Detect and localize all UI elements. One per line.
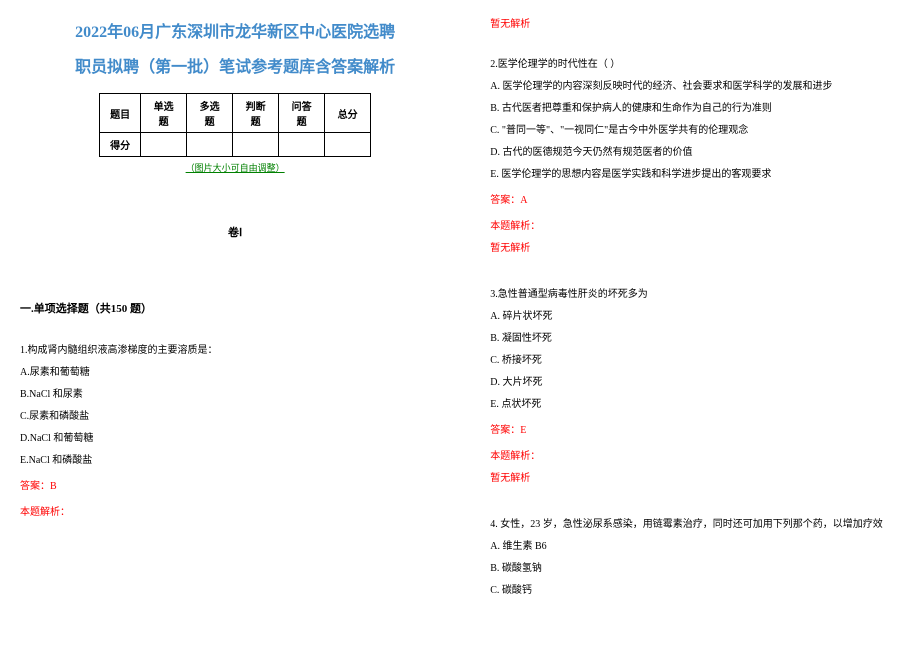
- cell-multi: [187, 133, 233, 157]
- th-judge: 判断题: [233, 94, 279, 133]
- right-top-explain: 暂无解析: [490, 15, 900, 30]
- cell-single: [141, 133, 187, 157]
- question-2: 2.医学伦理学的时代性在（ ） A. 医学伦理学的内容深刻反映时代的经济、社会要…: [490, 54, 900, 260]
- question-3: 3.急性普通型病毒性肝炎的坏死多为 A. 碎片状坏死 B. 凝固性坏死 C. 桥…: [490, 284, 900, 490]
- q2-answer: 答案：A: [490, 190, 900, 212]
- doc-title-line2: 职员拟聘（第一批）笔试参考题库含答案解析: [20, 50, 450, 85]
- q3-answer: 答案：E: [490, 420, 900, 442]
- image-resize-note: （图片大小可自由调整）: [20, 161, 450, 174]
- q3-opt-b: B. 凝固性坏死: [490, 328, 900, 350]
- q1-opt-e: E.NaCl 和磷酸盐: [20, 450, 450, 472]
- q1-opt-a: A.尿素和葡萄糖: [20, 362, 450, 384]
- th-single: 单选题: [141, 94, 187, 133]
- doc-title-line1: 2022年06月广东深圳市龙华新区中心医院选聘: [20, 15, 450, 50]
- th-multi: 多选题: [187, 94, 233, 133]
- q1-opt-d: D.NaCl 和葡萄糖: [20, 428, 450, 450]
- th-item: 题目: [100, 94, 141, 133]
- th-qa: 问答题: [279, 94, 325, 133]
- q3-opt-c: C. 桥接坏死: [490, 350, 900, 372]
- q3-explain-label: 本题解析：: [490, 446, 900, 468]
- th-total: 总分: [325, 94, 371, 133]
- q2-opt-d: D. 古代的医德规范今天仍然有规范医者的价值: [490, 142, 900, 164]
- q3-opt-a: A. 碎片状坏死: [490, 306, 900, 328]
- cell-qa: [279, 133, 325, 157]
- q4-opt-b: B. 碳酸氢钠: [490, 558, 900, 580]
- section-title: 一.单项选择题（共150 题）: [20, 300, 450, 316]
- score-table: 题目 单选题 多选题 判断题 问答题 总分 得分: [99, 93, 371, 157]
- question-1: 1.构成肾内髓组织液高渗梯度的主要溶质是： A.尿素和葡萄糖 B.NaCl 和尿…: [20, 340, 450, 524]
- row-score-label: 得分: [100, 133, 141, 157]
- q1-explain-label: 本题解析：: [20, 502, 450, 524]
- cell-total: [325, 133, 371, 157]
- q2-opt-b: B. 古代医者把尊重和保护病人的健康和生命作为自己的行为准则: [490, 98, 900, 120]
- q4-opt-a: A. 维生素 B6: [490, 536, 900, 558]
- q3-explain-none: 暂无解析: [490, 468, 900, 490]
- q4-opt-c: C. 碳酸钙: [490, 580, 900, 602]
- q1-opt-b: B.NaCl 和尿素: [20, 384, 450, 406]
- q3-text: 3.急性普通型病毒性肝炎的坏死多为: [490, 284, 900, 306]
- q1-answer: 答案：B: [20, 476, 450, 498]
- q3-opt-e: E. 点状坏死: [490, 394, 900, 416]
- q3-opt-d: D. 大片坏死: [490, 372, 900, 394]
- q2-opt-e: E. 医学伦理学的思想内容是医学实践和科学进步提出的客观要求: [490, 164, 900, 186]
- q2-text: 2.医学伦理学的时代性在（ ）: [490, 54, 900, 76]
- q2-explain-none: 暂无解析: [490, 238, 900, 260]
- juan-label: 卷Ⅰ: [20, 224, 450, 240]
- cell-judge: [233, 133, 279, 157]
- question-4: 4. 女性，23 岁，急性泌尿系感染，用链霉素治疗，同时还可加用下列那个药，以增…: [490, 514, 900, 602]
- q2-opt-c: C. "普同一等"、"一视同仁"是古今中外医学共有的伦理观念: [490, 120, 900, 142]
- q4-text: 4. 女性，23 岁，急性泌尿系感染，用链霉素治疗，同时还可加用下列那个药，以增…: [490, 514, 900, 536]
- q2-explain-label: 本题解析：: [490, 216, 900, 238]
- q1-text: 1.构成肾内髓组织液高渗梯度的主要溶质是：: [20, 340, 450, 362]
- q2-opt-a: A. 医学伦理学的内容深刻反映时代的经济、社会要求和医学科学的发展和进步: [490, 76, 900, 98]
- q1-opt-c: C.尿素和磷酸盐: [20, 406, 450, 428]
